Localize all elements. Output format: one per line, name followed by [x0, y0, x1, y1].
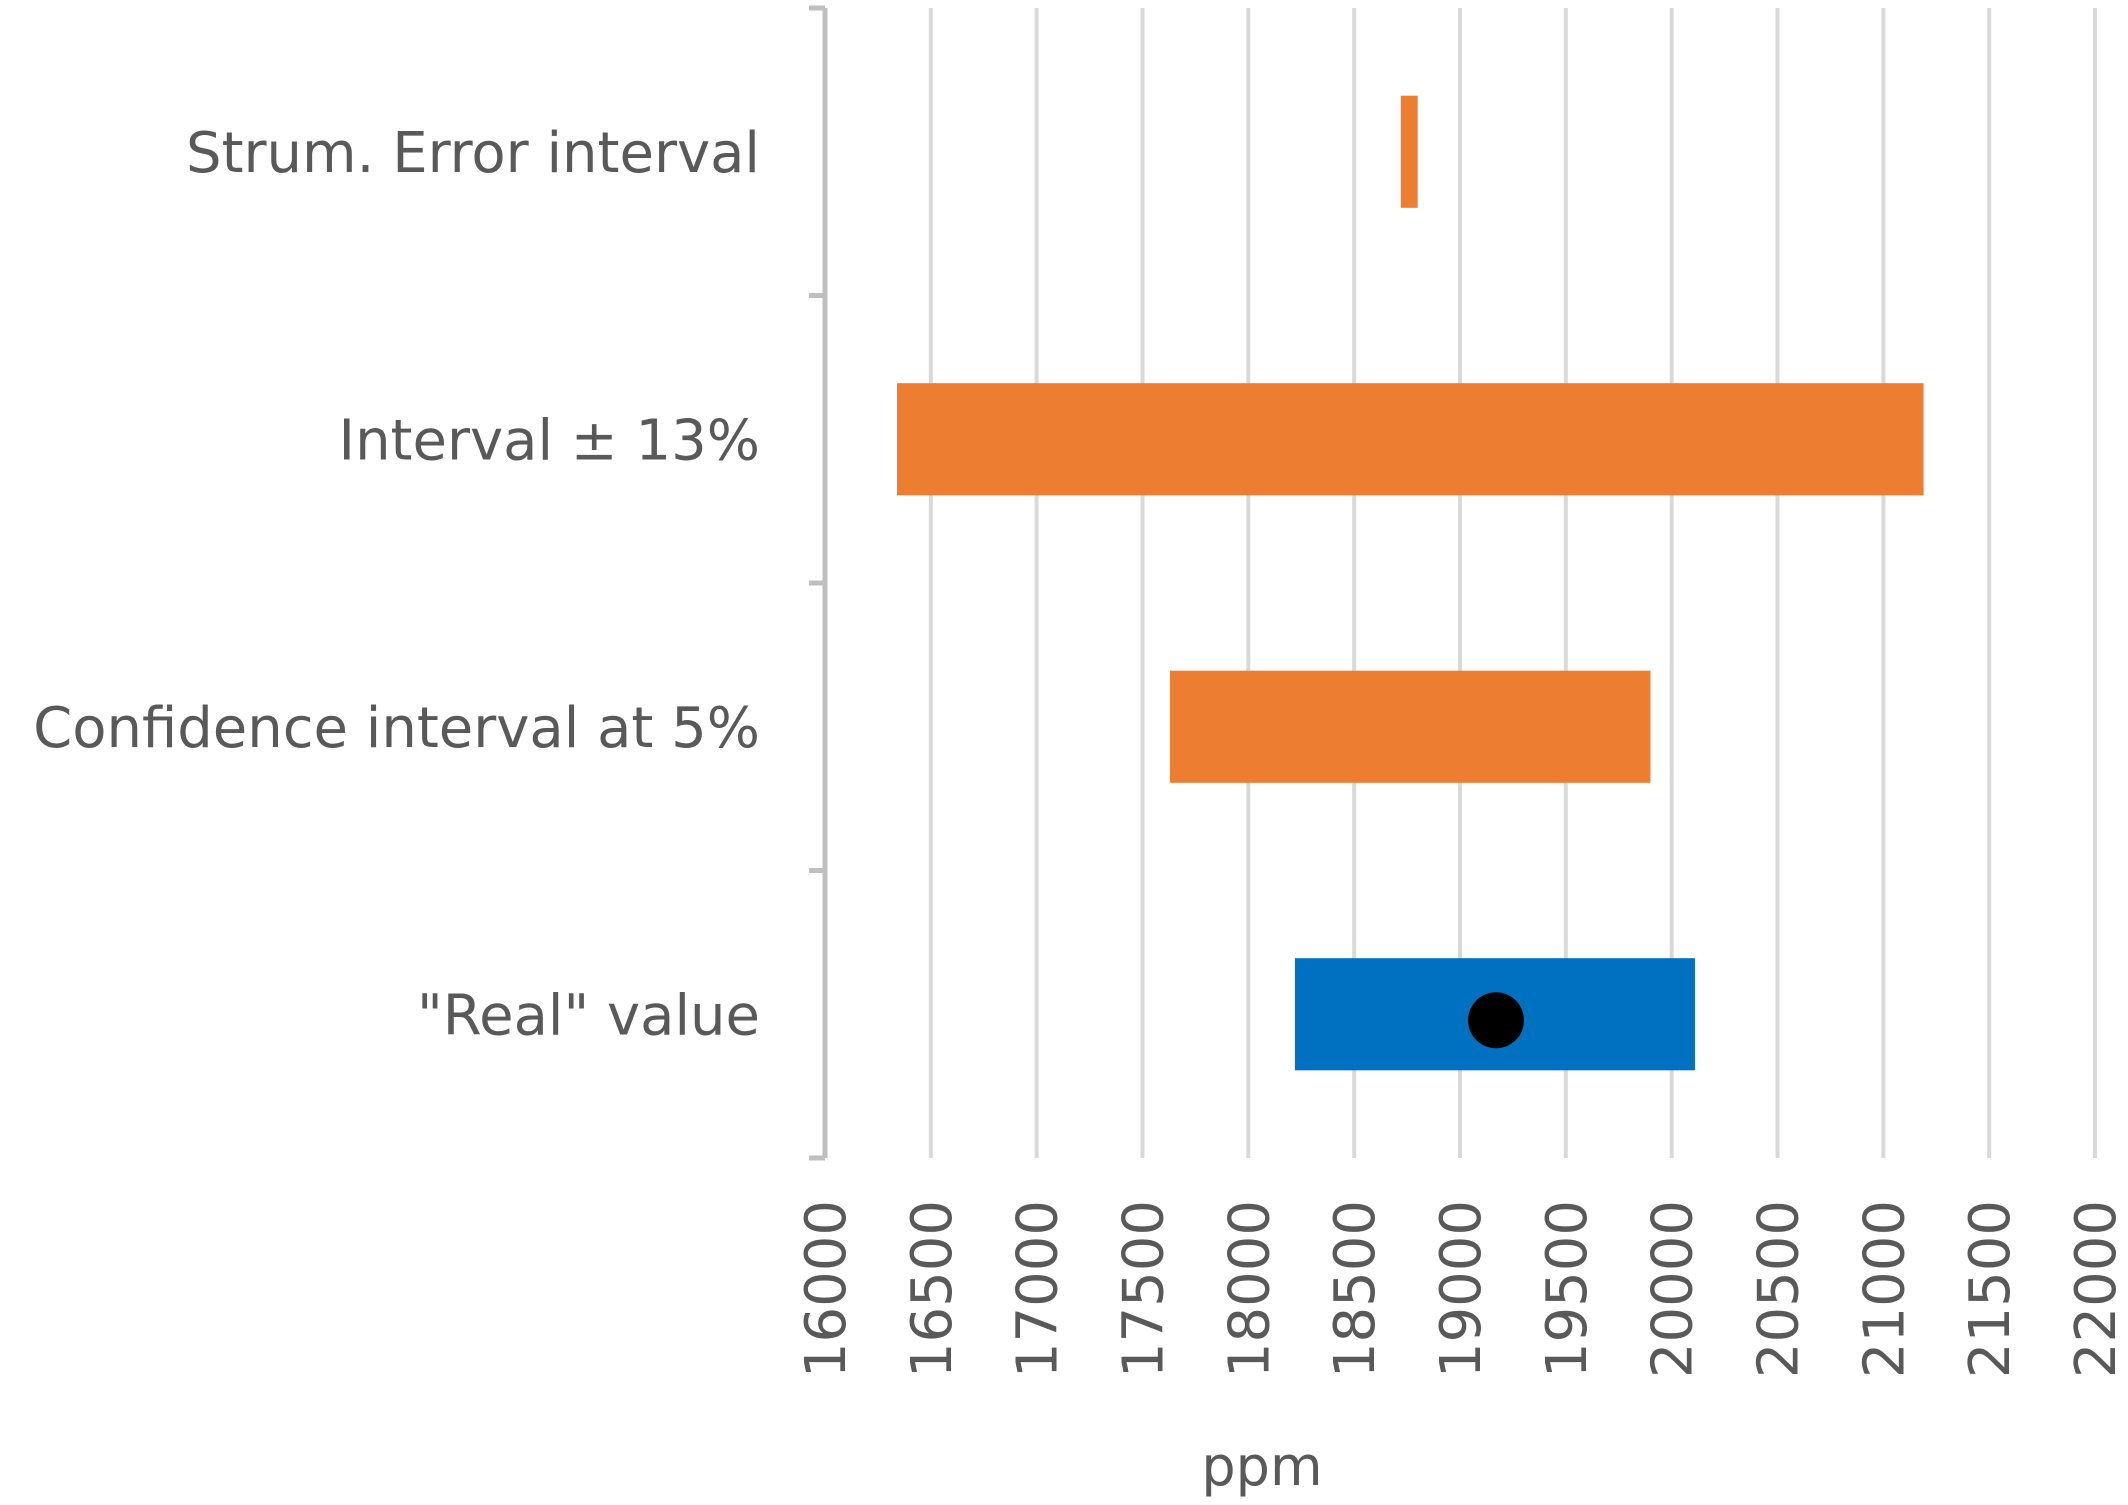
x-tick-label: 18000: [1217, 1200, 1282, 1378]
real-value-marker: [1467, 992, 1524, 1049]
x-tick-label: 19500: [1535, 1200, 1600, 1378]
category-label: Interval ± 13%: [339, 408, 760, 473]
value-markers: [1467, 992, 1524, 1049]
x-tick-label: 21500: [1958, 1200, 2023, 1378]
category-label: Confidence interval at 5%: [33, 696, 760, 761]
x-tick-label: 20500: [1747, 1200, 1812, 1378]
x-tick-label: 20000: [1641, 1200, 1706, 1378]
x-tick-label: 21000: [1852, 1200, 1917, 1378]
x-axis-title: ppm: [1201, 1435, 1322, 1498]
range-bars: [896, 95, 1924, 1071]
x-tick-labels: 16000 16500 17000 17500 18000 18500 19000 19500…: [794, 1200, 2128, 1378]
vertical-gridlines: [823, 8, 2097, 1158]
x-tick-label: 18500: [1323, 1200, 1388, 1378]
range-bar: [896, 383, 1924, 496]
category-label: "Real" value: [417, 983, 760, 1048]
category-label: Strum. Error interval: [186, 121, 760, 186]
category-axis: [809, 5, 828, 1161]
x-tick-label: 17000: [1006, 1200, 1071, 1378]
x-tick-label: 16000: [794, 1200, 859, 1378]
category-labels: Strum. Error interval Interval ± 13% Confi…: [33, 121, 760, 1049]
range-bar: [1170, 670, 1651, 783]
x-tick-label: 22000: [2064, 1200, 2128, 1378]
x-tick-label: 17500: [1112, 1200, 1177, 1378]
x-tick-label: 16500: [900, 1200, 965, 1378]
x-tick-label: 19000: [1429, 1200, 1494, 1378]
range-bar: [1400, 95, 1418, 208]
